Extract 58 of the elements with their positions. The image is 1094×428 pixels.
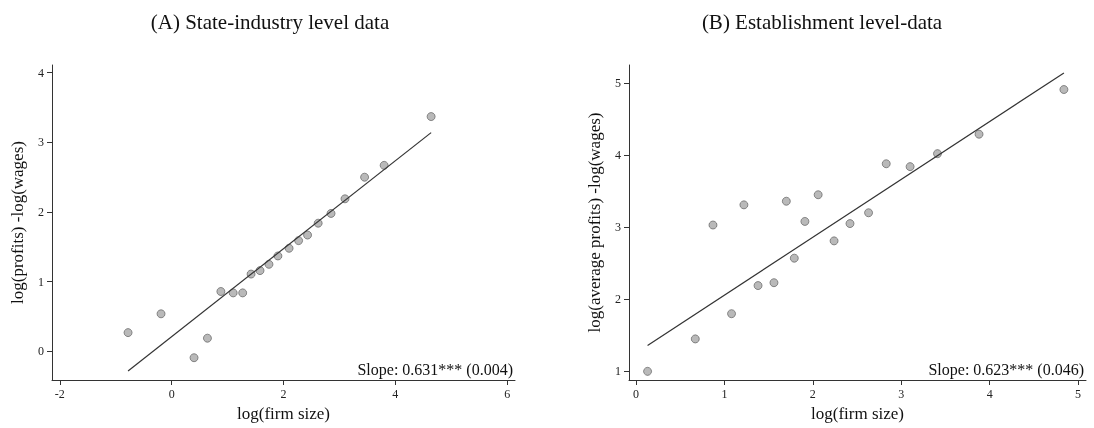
y-tick-label: 4 <box>38 65 44 80</box>
x-tick-label: 3 <box>898 387 905 401</box>
x-tick-label: 5 <box>1075 387 1082 401</box>
point <box>781 196 791 206</box>
point <box>426 112 436 121</box>
point <box>739 200 749 210</box>
point <box>845 219 855 228</box>
point <box>1059 85 1069 94</box>
point <box>643 366 652 376</box>
x-axis-title: log(firm size) <box>811 403 904 423</box>
point <box>203 333 212 343</box>
point <box>123 328 133 338</box>
point <box>727 309 736 319</box>
point <box>360 172 369 182</box>
point <box>690 334 700 344</box>
x-tick-label: 2 <box>809 387 816 401</box>
x-tick-label: -2 <box>54 387 65 401</box>
x-axis-title: log(firm size) <box>237 403 330 423</box>
point <box>216 287 226 296</box>
point <box>189 353 199 363</box>
y-tick-label: 2 <box>615 292 621 307</box>
point <box>228 288 238 298</box>
y-tick-label: 1 <box>615 364 621 379</box>
point <box>769 278 779 288</box>
x-tick-label: 0 <box>168 387 175 401</box>
point <box>864 208 873 218</box>
y-tick-label: 3 <box>615 220 621 235</box>
x-tick-label: 2 <box>280 387 287 401</box>
point <box>829 236 839 246</box>
x-tick-label: 4 <box>392 387 399 401</box>
point <box>974 129 984 139</box>
x-tick-label: 0 <box>633 387 640 401</box>
y-tick-label: 1 <box>38 274 44 289</box>
x-tick-label: 4 <box>986 387 993 401</box>
y-tick-label: 5 <box>615 76 621 91</box>
point <box>379 160 389 170</box>
point <box>238 288 248 298</box>
point <box>156 309 166 319</box>
point <box>789 253 799 263</box>
point <box>800 217 810 226</box>
chart-title: (B) Establishment level-data <box>701 9 943 34</box>
x-tick-label: 1 <box>721 387 728 401</box>
y-tick-label: 2 <box>38 205 44 220</box>
point <box>753 281 763 290</box>
point <box>905 162 915 172</box>
y-axis-title: log(average profits) -log(wages) <box>585 112 604 333</box>
y-axis-title: log(profits) -log(wages) <box>8 141 27 304</box>
chart-title: (A) State-industry level data <box>150 9 390 34</box>
x-tick-label: 6 <box>504 387 511 401</box>
point <box>881 159 891 169</box>
y-tick-label: 0 <box>38 344 44 359</box>
annotation: Slope: 0.623*** (0.046) <box>928 360 1084 379</box>
point <box>303 230 312 240</box>
y-tick-label: 3 <box>38 135 44 150</box>
point <box>708 220 718 230</box>
y-tick-label: 4 <box>615 148 621 163</box>
annotation: Slope: 0.631*** (0.004) <box>357 360 513 379</box>
point <box>813 190 823 200</box>
